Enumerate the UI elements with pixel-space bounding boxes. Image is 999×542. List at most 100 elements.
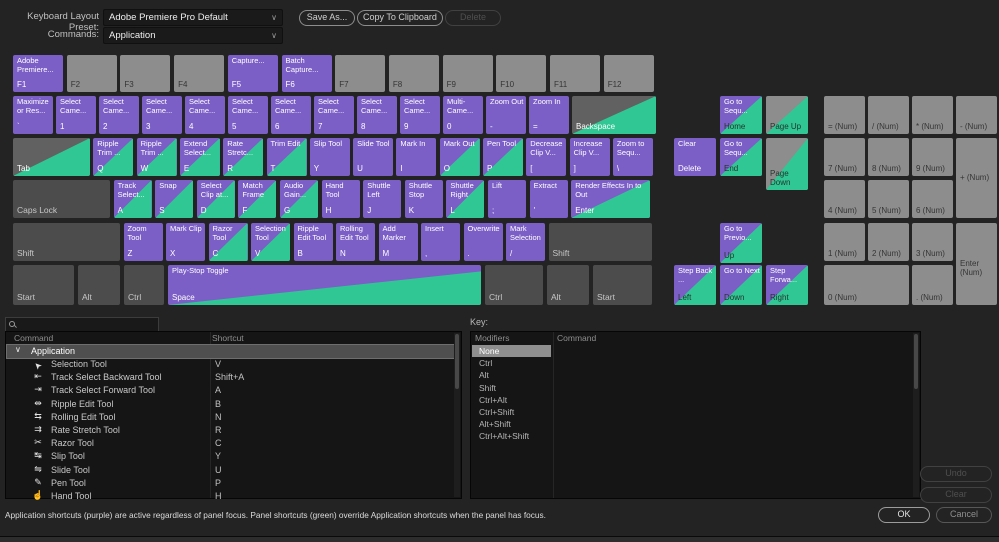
- tree-collapse-icon[interactable]: ∨: [15, 345, 21, 354]
- key-numpad-num[interactable]: . (Num): [912, 265, 953, 305]
- key-t[interactable]: Trim Edit T: [266, 138, 307, 176]
- command-row-slide-tool[interactable]: ⇋ Slide Tool U: [7, 464, 454, 477]
- key-f4[interactable]: F4: [174, 55, 225, 92]
- key-numpad-num[interactable]: = (Num): [824, 96, 865, 134]
- key-period[interactable]: Overwrite.: [463, 223, 503, 261]
- key-backspace[interactable]: Backspace: [572, 96, 656, 134]
- key-1[interactable]: Select Came... 1: [56, 96, 96, 134]
- key-y[interactable]: Slip Tool Y: [309, 138, 350, 176]
- key-quote[interactable]: Extract ': [529, 180, 568, 218]
- modifier-row-shift[interactable]: Shift: [479, 382, 497, 393]
- key-v[interactable]: Selection Tool V: [251, 223, 290, 261]
- key-f7[interactable]: F7: [335, 55, 386, 92]
- key-enter[interactable]: Render Effects In to Out Enter: [571, 180, 651, 218]
- command-row-hand-tool[interactable]: ☝ Hand Tool H: [7, 490, 454, 503]
- key-p[interactable]: Pen Tool P: [483, 138, 523, 176]
- key-h[interactable]: Hand Tool H: [321, 180, 360, 218]
- key-z[interactable]: Zoom Tool Z: [123, 223, 163, 261]
- command-list-scrollbar[interactable]: [454, 333, 460, 497]
- key-4[interactable]: Select Came... 4: [185, 96, 225, 134]
- key-b[interactable]: Ripple Edit Tool B: [293, 223, 333, 261]
- key-i[interactable]: Mark In I: [396, 138, 437, 176]
- key-f6[interactable]: Batch Capture... F6: [281, 55, 332, 92]
- command-row-track-select-forward-tool[interactable]: ⇥ Track Select Forward Tool A: [7, 384, 454, 397]
- key-n[interactable]: Rolling Edit Tool N: [336, 223, 375, 261]
- key-slash[interactable]: Mark Selection /: [506, 223, 545, 261]
- key-8[interactable]: Select Came... 8: [357, 96, 397, 134]
- key-m[interactable]: Add Marker M: [378, 223, 418, 261]
- key-w[interactable]: Ripple Trim ... W: [136, 138, 177, 176]
- key-alt-right[interactable]: Alt: [547, 265, 589, 305]
- modifier-row-alt[interactable]: Alt: [479, 370, 489, 381]
- key-l[interactable]: Shuttle Right L: [446, 180, 485, 218]
- key-numpad-num[interactable]: - (Num): [956, 96, 997, 134]
- command-row-application[interactable]: ∨ Application: [6, 344, 455, 359]
- key-f5[interactable]: Capture... F5: [227, 55, 278, 92]
- key-g[interactable]: Audio Gain... G: [280, 180, 318, 218]
- key-numpad-8-num[interactable]: 8 (Num): [868, 138, 909, 176]
- key-page-down[interactable]: Page Down: [766, 138, 808, 190]
- key-ctrl-left[interactable]: Ctrl: [124, 265, 164, 305]
- key-alt-left[interactable]: Alt: [78, 265, 120, 305]
- search-box[interactable]: [5, 317, 159, 332]
- copy-to-clipboard-button[interactable]: Copy To Clipboard: [357, 10, 443, 26]
- key-numpad-0-num[interactable]: 0 (Num): [824, 265, 909, 305]
- key-start-left[interactable]: Start: [13, 265, 74, 305]
- key-numpad-5-num[interactable]: 5 (Num): [868, 180, 909, 218]
- key-minus[interactable]: Zoom Out -: [486, 96, 526, 134]
- key-r[interactable]: Rate Stretc... R: [223, 138, 264, 176]
- key-2[interactable]: Select Came... 2: [99, 96, 139, 134]
- modifier-row-ctrl-alt[interactable]: Ctrl+Alt: [479, 394, 508, 405]
- key-home[interactable]: Go to Sequ... Home: [720, 96, 762, 134]
- key-f[interactable]: Match Frame F: [238, 180, 277, 218]
- command-row-rate-stretch-tool[interactable]: ⇉ Rate Stretch Tool R: [7, 424, 454, 437]
- command-row-rolling-edit-tool[interactable]: ⇆ Rolling Edit Tool N: [7, 411, 454, 424]
- key-5[interactable]: Select Came... 5: [228, 96, 268, 134]
- key-7[interactable]: Select Came... 7: [314, 96, 354, 134]
- undo-button[interactable]: Undo: [920, 466, 992, 482]
- modifier-row-alt-shift[interactable]: Alt+Shift: [479, 419, 511, 430]
- key-page-up[interactable]: Page Up: [766, 96, 808, 134]
- key-numpad-4-num[interactable]: 4 (Num): [824, 180, 865, 218]
- key-backslash[interactable]: Zoom to Sequ... \: [612, 138, 653, 176]
- command-row-track-select-backward-tool[interactable]: ⇤ Track Select Backward Tool Shift+A: [7, 371, 454, 384]
- delete-preset-button[interactable]: Delete: [445, 10, 501, 26]
- key-numpad-9-num[interactable]: 9 (Num): [912, 138, 953, 176]
- key-x[interactable]: Mark Clip X: [166, 223, 205, 261]
- modifier-row-ctrl-shift[interactable]: Ctrl+Shift: [479, 407, 515, 417]
- key-numpad-3-num[interactable]: 3 (Num): [912, 223, 953, 261]
- key-end[interactable]: Go to Sequ... End: [720, 138, 762, 176]
- key-comma[interactable]: Insert,: [421, 223, 460, 261]
- save-as-button[interactable]: Save As...: [299, 10, 355, 26]
- key-numpad-2-num[interactable]: 2 (Num): [868, 223, 909, 261]
- preset-select[interactable]: Adobe Premiere Pro Default ∨: [103, 9, 283, 26]
- key-numpad-num[interactable]: * (Num): [912, 96, 953, 134]
- key-e[interactable]: Extend Select... E: [179, 138, 220, 176]
- key-close-bracket[interactable]: Increase Clip V...]: [569, 138, 610, 176]
- key-d[interactable]: Select Clip at... D: [196, 180, 235, 218]
- key-6[interactable]: Select Came... 6: [271, 96, 311, 134]
- key-q[interactable]: Ripple Trim ... Q: [93, 138, 134, 176]
- key-left[interactable]: Step Back ... Left: [674, 265, 716, 305]
- command-row-ripple-edit-tool[interactable]: ⇹ Ripple Edit Tool B: [7, 398, 454, 411]
- search-input[interactable]: [20, 319, 150, 330]
- key-c[interactable]: Razor Tool C: [208, 223, 248, 261]
- key-delete[interactable]: Clear Delete: [674, 138, 716, 176]
- key-9[interactable]: Select Came... 9: [400, 96, 440, 134]
- key-s[interactable]: Snap S: [155, 180, 194, 218]
- key-open-bracket[interactable]: Decrease Clip V... [: [526, 138, 567, 176]
- modifiers-scrollbar[interactable]: [913, 333, 919, 497]
- modifier-row-ctrl-alt-shift[interactable]: Ctrl+Alt+Shift: [479, 431, 530, 442]
- scrollbar-thumb[interactable]: [455, 334, 459, 389]
- modifier-row-none[interactable]: None: [472, 345, 551, 357]
- key-numpad-6-num[interactable]: 6 (Num): [912, 180, 953, 218]
- key-up[interactable]: Go to Previo... Up: [720, 223, 762, 263]
- command-row-razor-tool[interactable]: ✂ Razor Tool C: [7, 437, 454, 450]
- key-down[interactable]: Go to Next Down: [720, 265, 762, 305]
- key-numpad-7-num[interactable]: 7 (Num): [824, 138, 865, 176]
- key-equals[interactable]: Zoom In =: [529, 96, 569, 134]
- key-numpad-1-num[interactable]: 1 (Num): [824, 223, 865, 261]
- command-row-slip-tool[interactable]: ↹ Slip Tool Y: [7, 450, 454, 463]
- key-f10[interactable]: F10: [496, 55, 547, 92]
- key-o[interactable]: Mark Out O: [439, 138, 480, 176]
